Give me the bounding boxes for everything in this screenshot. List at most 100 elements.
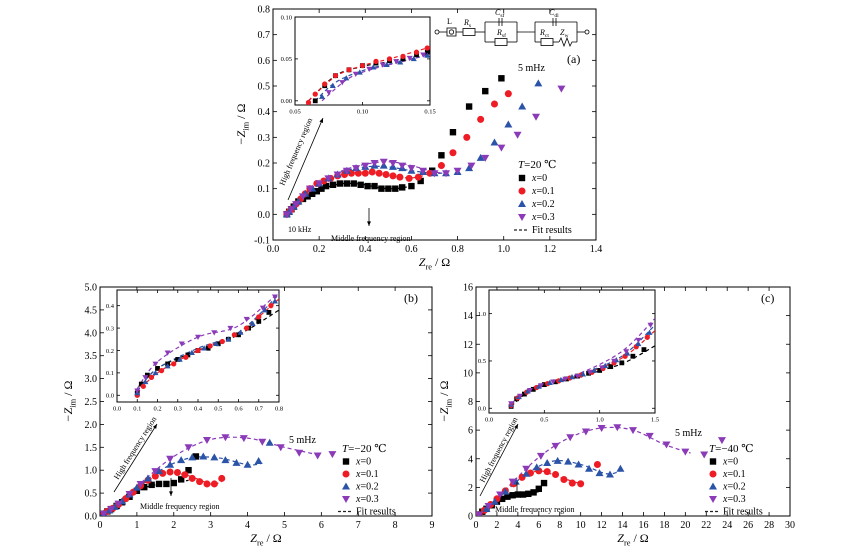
panel-c-ylabel: −Zim / Ω	[437, 380, 453, 422]
panel-a-inset-point-x03	[366, 66, 373, 72]
panel-a-main-point-x0	[438, 152, 445, 159]
panel-a-main-point-x01	[414, 173, 422, 181]
panel-b-inset-point-x01	[158, 368, 165, 374]
panel-b-axis-ytick-label: 4.0	[85, 328, 98, 339]
panel-a-main-point-x0	[313, 188, 321, 195]
panel-b-axis-xtick-label: 7	[356, 520, 361, 531]
panel-a-main-point-x03	[481, 154, 490, 162]
panel-a-inset-axis-ytick-label: 0.10	[281, 14, 292, 21]
panel-b-axis-ytick-label: 5.0	[85, 283, 98, 294]
panel-a-main-point-x0	[392, 185, 399, 192]
panel-c-inset-axis-ytick-label: 0.5	[478, 358, 486, 365]
panel-a-inset-point-x01	[359, 62, 366, 69]
panel-b-inset-point-x0	[256, 318, 262, 324]
panel-b-inset-point-x01	[183, 354, 189, 360]
panel-b-main-point-x01	[173, 468, 181, 477]
panel-b-main-point-x03	[151, 468, 160, 476]
circuit-resistor-rct	[540, 38, 554, 46]
panel-c-high-freq-arrow-head	[514, 424, 518, 429]
panel-b-axis-xtick-label: 4	[245, 520, 250, 531]
panel-b-inset-point-x0	[185, 352, 191, 358]
panel-a-main-point-x03	[418, 167, 427, 175]
panel-a-main-point-x03	[333, 171, 342, 179]
panel-c-main-point-x02	[585, 464, 594, 472]
panel-c-axis-ytick-label: 16	[463, 283, 473, 294]
panel-a-inset-point-x0	[424, 49, 430, 55]
panel-a-main-point-x0	[378, 185, 385, 192]
panel-a-main-point-x03	[315, 180, 324, 188]
panel-b-main-point-x0	[148, 481, 155, 489]
panel-b-inset-point-x01	[219, 338, 225, 345]
panel-b-main-point-x03	[184, 444, 193, 452]
panel-a-main-point-x0	[343, 180, 351, 187]
panel-c-legend-label-fit: Fit results	[723, 507, 763, 518]
panel-c-inset-point-x03	[623, 349, 630, 355]
panel-a-inset-point-x02	[356, 69, 363, 75]
panel-a-main-point-x03	[324, 175, 333, 183]
panel-b-inset-data	[134, 291, 279, 398]
panel-b-inset-axis-xtick-label: 0.1	[133, 406, 141, 413]
panel-a-inset-axis-xtick-label: 0.15	[424, 109, 435, 116]
panel-a-inset-point-x02	[424, 52, 430, 58]
panel-b-main-point-x03	[100, 510, 108, 516]
panel-b-main-point-x02	[210, 453, 219, 461]
panel-b-inset-point-x03	[259, 305, 266, 311]
panel-a-main-point-x03	[370, 160, 379, 167]
panel-c-middle-freq-text: Middle frequency region	[495, 505, 575, 514]
panel-c-axis-xtick-label: 6	[536, 520, 541, 531]
panel-b-axis-ytick-label: 3.0	[85, 374, 98, 385]
panel-c-inset-axis-ytick-label: 0.0	[478, 406, 486, 413]
panel-a-main-point-x0	[364, 182, 371, 190]
panel-c-main-point-x02	[543, 459, 552, 467]
panel-c-inset-point-x02	[535, 383, 542, 389]
panel-a-main-point-x0	[318, 185, 325, 192]
panel-b-axis-xtick-label: 6	[319, 520, 324, 531]
panel-b-main-point-x03	[313, 452, 322, 460]
panel-c-main-point-x02	[501, 487, 510, 495]
panel-c-inset-point-x03	[562, 376, 569, 382]
panel-a-main-point-x01	[504, 90, 512, 98]
panel-b-main-point-x03	[107, 506, 116, 514]
panel-c-main-point-x01	[568, 479, 576, 487]
panel-b-main-point-x02	[132, 483, 141, 491]
panel-b-inset-axis-ytick-label: 0.1	[106, 370, 114, 377]
panel-c-main-point-x01	[560, 475, 568, 484]
panel-a-inset-point-x01	[424, 45, 430, 51]
panel-b-inset-point-x03	[178, 341, 185, 347]
panel-b-axis-ytick-label: 1.5	[85, 443, 98, 454]
panel-a-ylabel: −Zim / Ω	[234, 103, 250, 145]
panel-b-legend-label-fit: Fit results	[356, 507, 396, 518]
panel-c-main-point-x01	[577, 480, 585, 488]
panel-a-main-point-x0	[350, 180, 357, 187]
panel-a-legend-marker-x02	[518, 200, 526, 207]
panel-b-high-freq-arrow-head	[152, 424, 157, 429]
panel-b-main-point-x02	[221, 456, 230, 464]
panel-a-main-point-x0	[336, 180, 344, 187]
panel-c-legend-label-x02: x=0.2	[722, 482, 746, 493]
panel-a-inset-point-x01	[386, 56, 393, 62]
panel-a-axis-ytick-label: 0.6	[258, 56, 271, 67]
panel-c-main-point-x0	[540, 479, 548, 487]
panel-c-main-point-x02	[532, 463, 541, 471]
panel-c-inset-axis-xtick-label: 1.0	[596, 417, 604, 424]
panel-a-inset-point-x01	[373, 58, 379, 65]
panel-c-legend-label-x0: x=0	[722, 457, 738, 468]
panel-c-main-point-x03	[681, 448, 690, 456]
panel-b-main-point-x03	[276, 444, 285, 452]
panel-b-inset-point-x01	[207, 343, 213, 349]
panel-a-inset-point-x01	[322, 81, 328, 87]
panel-b-axis-xtick-label: 8	[393, 520, 398, 531]
panel-a-main-point-x03	[287, 206, 296, 214]
panel-a-main-point-x03	[352, 165, 361, 173]
panel-b-inset-point-x02	[176, 356, 183, 362]
panel-b-inset-axis-ytick-label: 0.3	[106, 325, 114, 332]
panel-c-legend-label-x03: x=0.3	[722, 494, 746, 505]
panel-c-main-point-x02	[574, 460, 583, 468]
panel-c-axis-xtick-label: 22	[701, 520, 711, 531]
panel-b-inset-point-x01	[140, 383, 146, 389]
panel-a-axis-xtick-label: 0.6	[405, 244, 418, 255]
panel-a-inset-axis-xtick-label: 0.10	[357, 109, 368, 116]
panel-c-legend-label-x01: x=0.1	[722, 469, 746, 480]
panel-b-axis-ytick-label: 0.0	[85, 512, 98, 523]
